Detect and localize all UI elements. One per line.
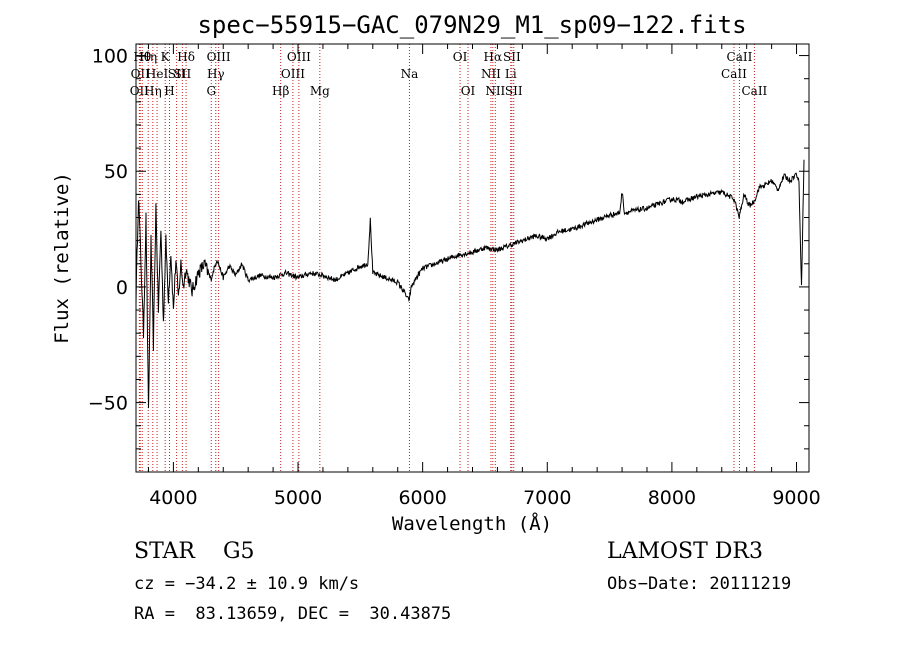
coordinates-label: RA = 83.13659, DEC = 30.43875 bbox=[134, 604, 452, 624]
line-marker-label: K bbox=[161, 50, 171, 64]
plot-frame bbox=[135, 43, 810, 473]
line-marker-label: H bbox=[164, 84, 174, 98]
x-tick-label: 5000 bbox=[274, 487, 322, 509]
line-marker-label: G bbox=[206, 84, 216, 98]
line-marker-label: OIII bbox=[207, 50, 231, 64]
line-marker-label: Hη bbox=[139, 50, 157, 64]
line-marker-label: SII bbox=[174, 67, 192, 81]
line-marker-label: Hα bbox=[484, 50, 503, 64]
line-marker-label: NII bbox=[481, 67, 501, 81]
y-tick-label: 0 bbox=[116, 277, 128, 299]
line-marker-label: CaII bbox=[727, 50, 753, 64]
line-marker-label: Hβ bbox=[272, 84, 289, 98]
x-tick-label: 7000 bbox=[523, 487, 571, 509]
classification-label: STAR G5 bbox=[134, 539, 255, 564]
line-marker-label: SII bbox=[168, 67, 186, 81]
line-marker-label: HeI bbox=[146, 67, 169, 81]
obs-date-label: Obs−Date: 20111219 bbox=[607, 574, 792, 594]
line-marker-label: OIII bbox=[281, 67, 305, 81]
line-marker-label: Hη bbox=[144, 84, 162, 98]
x-tick-label: 4000 bbox=[149, 487, 197, 509]
y-axis: 100 50 0 −50 bbox=[88, 46, 809, 473]
y-axis-label: Flux (relative) bbox=[51, 172, 73, 344]
line-marker-label: Hδ bbox=[177, 50, 195, 64]
chart-title: spec−55915−GAC_079N29_M1_sp09−122.fits bbox=[197, 11, 746, 39]
redshift-label: cz = −34.2 ± 10.9 km/s bbox=[134, 574, 360, 594]
line-marker-label: OIII bbox=[287, 50, 311, 64]
y-tick-label: 100 bbox=[92, 46, 128, 68]
line-marker-label: NII bbox=[485, 84, 505, 98]
line-marker-label: Na bbox=[401, 67, 419, 81]
line-marker-label: CaII bbox=[721, 67, 747, 81]
y-tick-label: 50 bbox=[104, 161, 128, 183]
x-axis-label: Wavelength (Å) bbox=[392, 512, 552, 535]
line-marker-label: CaII bbox=[741, 84, 767, 98]
line-marker-label: Hγ bbox=[207, 67, 225, 81]
line-markers: OIIOIIHθHηHηHeIKHSIIHδSIIGHγOIIIHβOIIIOI… bbox=[130, 44, 768, 472]
x-tick-label: 6000 bbox=[398, 487, 446, 509]
line-marker-label: OI bbox=[461, 84, 476, 98]
spectrum-series bbox=[135, 159, 805, 409]
survey-label: LAMOST DR3 bbox=[607, 539, 763, 564]
x-tick-label: 9000 bbox=[772, 487, 820, 509]
line-marker-label: Li bbox=[505, 67, 517, 81]
line-marker-label: OII bbox=[131, 67, 151, 81]
line-marker-label: OII bbox=[130, 84, 150, 98]
line-marker-label: OI bbox=[453, 50, 468, 64]
line-marker-label: Mg bbox=[310, 84, 330, 98]
line-marker-label: SII bbox=[503, 50, 521, 64]
y-tick-label: −50 bbox=[88, 393, 128, 415]
x-tick-label: 8000 bbox=[648, 487, 696, 509]
line-marker-label: SII bbox=[505, 84, 523, 98]
line-marker-label: Hθ bbox=[133, 50, 151, 64]
spectrum-line bbox=[135, 159, 805, 409]
x-axis: 4000 5000 6000 7000 8000 9000 bbox=[147, 44, 821, 509]
